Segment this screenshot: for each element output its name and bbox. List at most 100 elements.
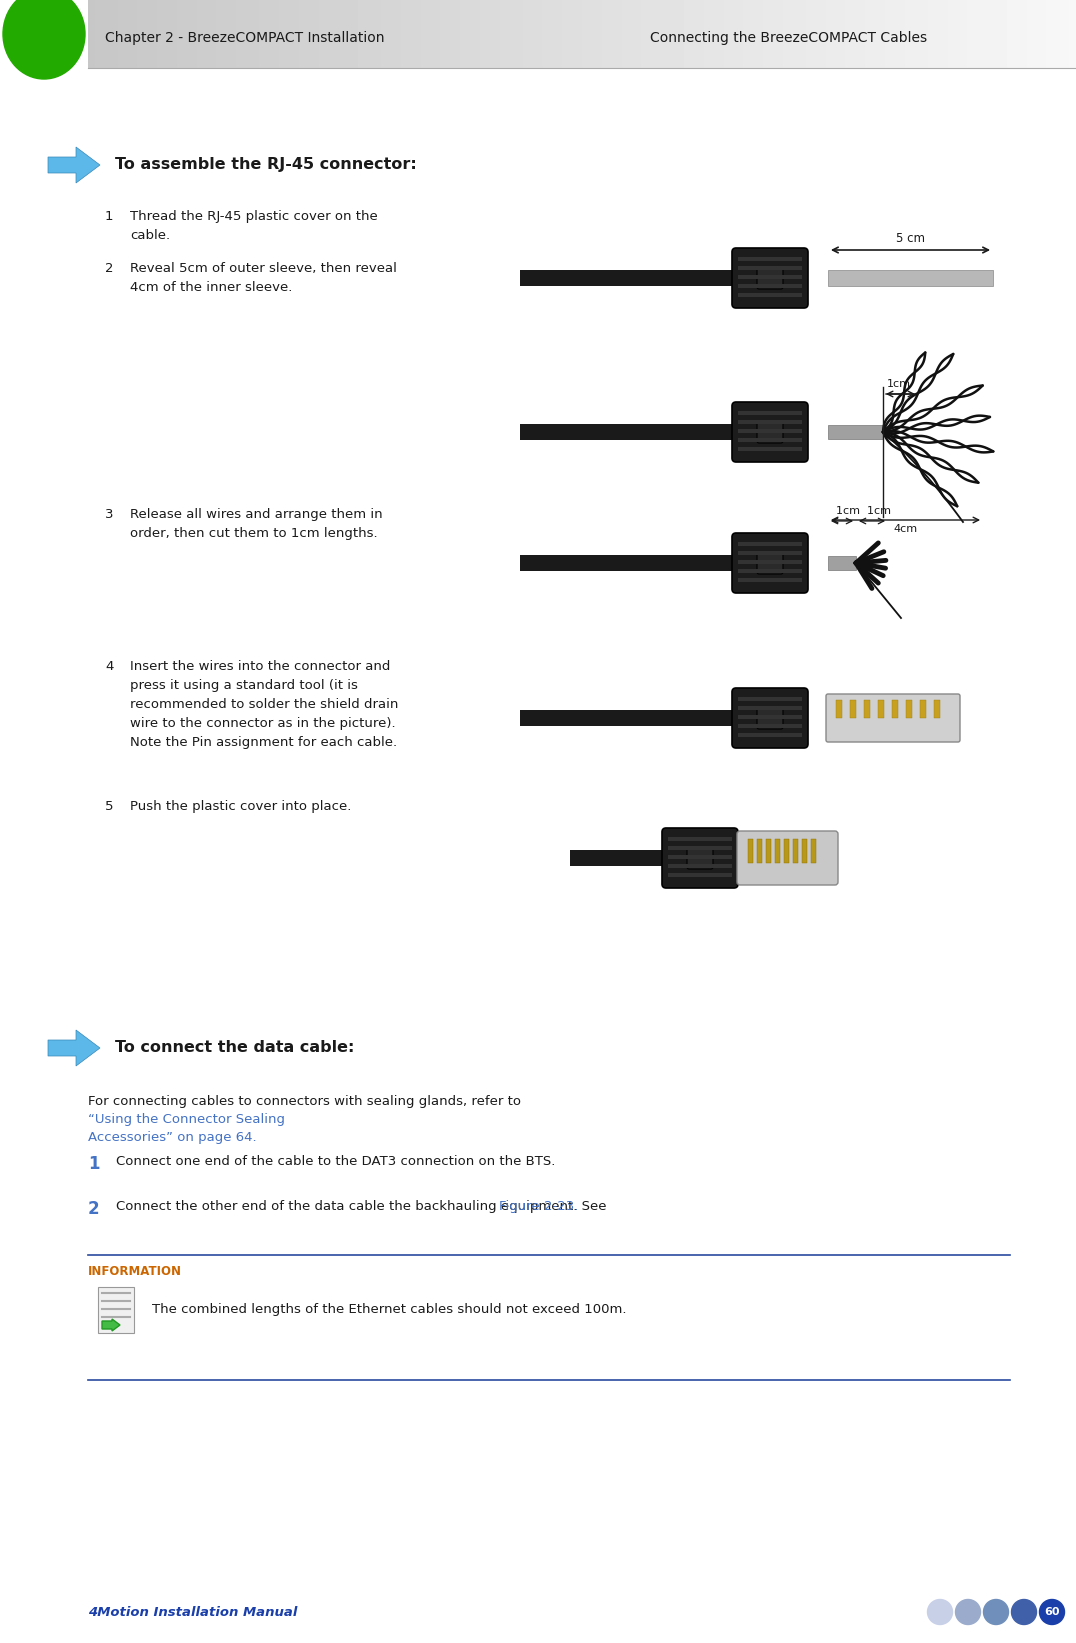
Text: Reveal 5cm of outer sleeve, then reveal
4cm of the inner sleeve.: Reveal 5cm of outer sleeve, then reveal … [130,261,397,294]
Text: 1cm  1cm: 1cm 1cm [836,506,892,516]
Ellipse shape [955,1600,980,1625]
Bar [738,697,802,702]
Text: 60: 60 [1044,1607,1060,1617]
Text: 5: 5 [105,800,113,813]
Text: 1: 1 [88,1155,99,1173]
FancyBboxPatch shape [662,828,738,887]
FancyBboxPatch shape [686,848,713,869]
Bar [829,426,883,439]
Text: The combined lengths of the Ethernet cables should not exceed 100m.: The combined lengths of the Ethernet cab… [152,1303,626,1316]
Ellipse shape [3,0,85,79]
Bar [738,421,802,424]
Bar [892,700,898,718]
Bar [793,840,798,863]
Bar [668,846,732,849]
Text: Connect one end of the cable to the DAT3 connection on the BTS.: Connect one end of the cable to the DAT3… [116,1155,555,1168]
Ellipse shape [1039,1600,1064,1625]
Bar [802,840,807,863]
Bar [738,733,802,738]
Text: 1: 1 [105,210,113,223]
FancyBboxPatch shape [758,421,783,444]
Bar [738,706,802,710]
Bar [738,725,802,728]
Text: Release all wires and arrange them in
order, then cut them to 1cm lengths.: Release all wires and arrange them in or… [130,508,383,541]
Ellipse shape [983,1600,1008,1625]
Bar [934,700,940,718]
Text: 3: 3 [105,508,113,521]
Bar [738,274,802,279]
FancyBboxPatch shape [737,831,838,886]
FancyBboxPatch shape [732,688,808,748]
Text: Connecting the BreezeCOMPACT Cables: Connecting the BreezeCOMPACT Cables [650,31,928,44]
Bar [520,555,790,572]
Bar [878,700,884,718]
Bar [864,700,870,718]
Text: Thread the RJ-45 plastic cover on the
cable.: Thread the RJ-45 plastic cover on the ca… [130,210,378,242]
FancyBboxPatch shape [758,552,783,573]
Text: 1cm: 1cm [887,380,911,389]
Bar [668,872,732,877]
Bar [836,700,843,718]
Bar [811,840,816,863]
Bar [784,840,789,863]
Bar [738,578,802,582]
Bar [850,700,856,718]
Polygon shape [48,1030,100,1066]
Bar [829,555,856,570]
FancyBboxPatch shape [732,532,808,593]
Text: Connect the other end of the data cable the backhauling equipment. See: Connect the other end of the data cable … [116,1199,611,1213]
FancyBboxPatch shape [98,1286,134,1332]
Bar [775,840,780,863]
Text: Insert the wires into the connector and
press it using a standard tool (it is
re: Insert the wires into the connector and … [130,660,398,749]
Bar [738,439,802,442]
Text: 4: 4 [105,660,113,674]
Bar [738,715,802,720]
Bar [738,447,802,450]
Bar [829,269,993,286]
Bar [738,411,802,416]
FancyBboxPatch shape [758,268,783,289]
Text: 5 cm: 5 cm [896,232,925,245]
Text: 4Motion Installation Manual: 4Motion Installation Manual [88,1605,297,1618]
Bar [738,292,802,297]
Bar [920,700,926,718]
Bar [738,560,802,564]
Bar [668,864,732,868]
Bar [520,710,790,726]
Bar [738,429,802,434]
Text: Push the plastic cover into place.: Push the plastic cover into place. [130,800,352,813]
Bar [738,568,802,573]
FancyBboxPatch shape [758,706,783,729]
Bar [738,550,802,555]
Bar [570,849,720,866]
Bar [520,269,790,286]
Bar [668,854,732,859]
Bar [748,840,753,863]
Text: To assemble the RJ-45 connector:: To assemble the RJ-45 connector: [115,158,416,173]
Text: Figure 2-23.: Figure 2-23. [499,1199,579,1213]
Bar [520,424,790,440]
FancyBboxPatch shape [732,248,808,307]
Text: 4cm: 4cm [893,524,918,534]
Bar [738,284,802,288]
Text: 2: 2 [105,261,113,274]
Ellipse shape [928,1600,952,1625]
Text: INFORMATION: INFORMATION [88,1265,182,1278]
Bar [906,700,912,718]
Bar [758,840,762,863]
Text: 2: 2 [88,1199,100,1217]
FancyBboxPatch shape [826,693,960,743]
Bar [766,840,771,863]
Bar [738,256,802,261]
FancyBboxPatch shape [732,403,808,462]
Text: “Using the Connector Sealing
Accessories” on page 64.: “Using the Connector Sealing Accessories… [88,1112,285,1144]
Bar [668,836,732,841]
Text: Chapter 2 - BreezeCOMPACT Installation: Chapter 2 - BreezeCOMPACT Installation [105,31,384,44]
Ellipse shape [1011,1600,1036,1625]
Bar [738,542,802,545]
Bar [738,266,802,269]
Polygon shape [48,146,100,182]
Text: For connecting cables to connectors with sealing glands, refer to: For connecting cables to connectors with… [88,1094,525,1107]
Text: To connect the data cable:: To connect the data cable: [115,1040,354,1055]
FancyArrow shape [102,1319,121,1331]
